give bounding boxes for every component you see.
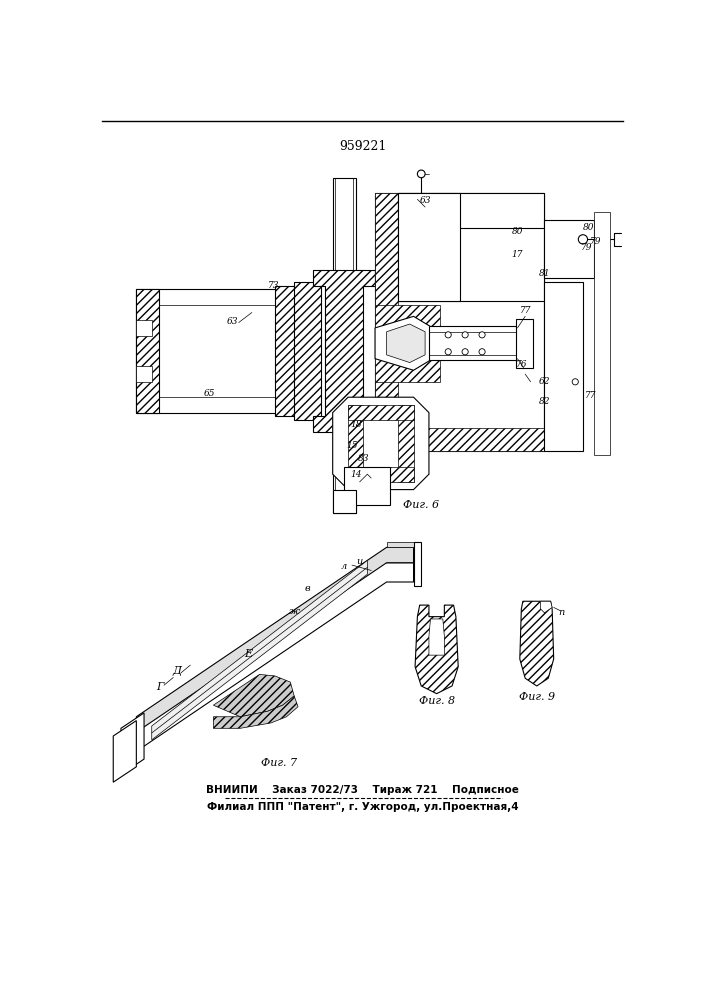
Text: Фиг. 8: Фиг. 8	[419, 696, 455, 706]
Text: 65: 65	[204, 389, 215, 398]
Text: ж: ж	[288, 607, 300, 616]
Polygon shape	[136, 320, 152, 336]
Text: 80: 80	[583, 223, 595, 232]
Text: 15: 15	[346, 441, 358, 450]
Polygon shape	[375, 316, 433, 370]
Text: Д: Д	[173, 666, 182, 676]
Text: 79: 79	[581, 243, 592, 252]
Polygon shape	[214, 674, 294, 717]
Text: л: л	[341, 562, 347, 571]
Polygon shape	[294, 282, 321, 420]
Polygon shape	[152, 560, 368, 740]
Polygon shape	[520, 601, 554, 686]
Circle shape	[462, 349, 468, 355]
Text: Е: Е	[244, 649, 252, 659]
Text: Фиг. 6: Фиг. 6	[403, 500, 439, 510]
Polygon shape	[387, 542, 414, 547]
Text: Фиг. 9: Фиг. 9	[519, 692, 555, 702]
Polygon shape	[541, 601, 552, 613]
Polygon shape	[348, 466, 414, 482]
Polygon shape	[415, 605, 458, 694]
Text: 82: 82	[539, 397, 550, 406]
Text: 81: 81	[539, 269, 550, 278]
Text: Г: Г	[156, 682, 163, 692]
Polygon shape	[136, 289, 160, 413]
Polygon shape	[375, 428, 544, 451]
Text: ВНИИПИ    Заказ 7022/73    Тираж 721    Подписное: ВНИИПИ Заказ 7022/73 Тираж 721 Подписное	[206, 785, 519, 795]
Polygon shape	[375, 305, 440, 382]
Polygon shape	[333, 397, 429, 490]
Text: 62: 62	[539, 377, 550, 386]
Circle shape	[578, 235, 588, 244]
Circle shape	[479, 332, 485, 338]
Text: 77: 77	[585, 391, 597, 400]
Polygon shape	[429, 619, 444, 655]
Polygon shape	[333, 490, 356, 513]
Text: 76: 76	[515, 360, 527, 369]
Polygon shape	[344, 466, 390, 505]
Text: 73: 73	[268, 281, 279, 290]
Circle shape	[572, 379, 578, 385]
Polygon shape	[429, 326, 521, 360]
Polygon shape	[398, 193, 460, 301]
Polygon shape	[214, 696, 298, 728]
Text: и: и	[356, 557, 363, 566]
Text: 14: 14	[350, 470, 361, 479]
Polygon shape	[132, 563, 414, 751]
Polygon shape	[375, 193, 544, 451]
Polygon shape	[544, 220, 595, 278]
Polygon shape	[398, 405, 414, 482]
Circle shape	[462, 332, 468, 338]
Polygon shape	[348, 405, 414, 420]
Circle shape	[445, 332, 451, 338]
Polygon shape	[414, 542, 421, 586]
Circle shape	[445, 349, 451, 355]
Polygon shape	[387, 324, 425, 363]
Circle shape	[417, 170, 425, 178]
Text: 18: 18	[350, 420, 361, 429]
Polygon shape	[375, 193, 544, 216]
Polygon shape	[275, 286, 313, 416]
Text: 63: 63	[227, 317, 238, 326]
Text: п: п	[559, 608, 564, 617]
Text: в: в	[305, 584, 310, 593]
Polygon shape	[313, 270, 375, 432]
Text: 77: 77	[520, 306, 532, 315]
Polygon shape	[121, 713, 144, 774]
Text: 959221: 959221	[339, 140, 387, 153]
Text: 63: 63	[419, 196, 431, 205]
Polygon shape	[516, 319, 533, 368]
Polygon shape	[595, 212, 610, 455]
Circle shape	[479, 349, 485, 355]
Text: Филиал ППП "Патент", г. Ужгород, ул.Проектная,4: Филиал ППП "Патент", г. Ужгород, ул.Прое…	[207, 802, 518, 812]
Text: 80: 80	[512, 227, 523, 236]
Polygon shape	[333, 178, 356, 513]
Text: 79: 79	[590, 237, 601, 246]
Text: 83: 83	[358, 454, 369, 463]
Text: 17: 17	[512, 250, 523, 259]
Polygon shape	[113, 721, 136, 782]
Polygon shape	[136, 366, 152, 382]
Polygon shape	[544, 282, 583, 451]
Polygon shape	[136, 547, 414, 732]
Text: Фиг. 7: Фиг. 7	[261, 758, 297, 768]
Polygon shape	[348, 405, 363, 482]
Polygon shape	[136, 289, 298, 413]
Polygon shape	[375, 193, 398, 451]
Polygon shape	[398, 193, 544, 301]
